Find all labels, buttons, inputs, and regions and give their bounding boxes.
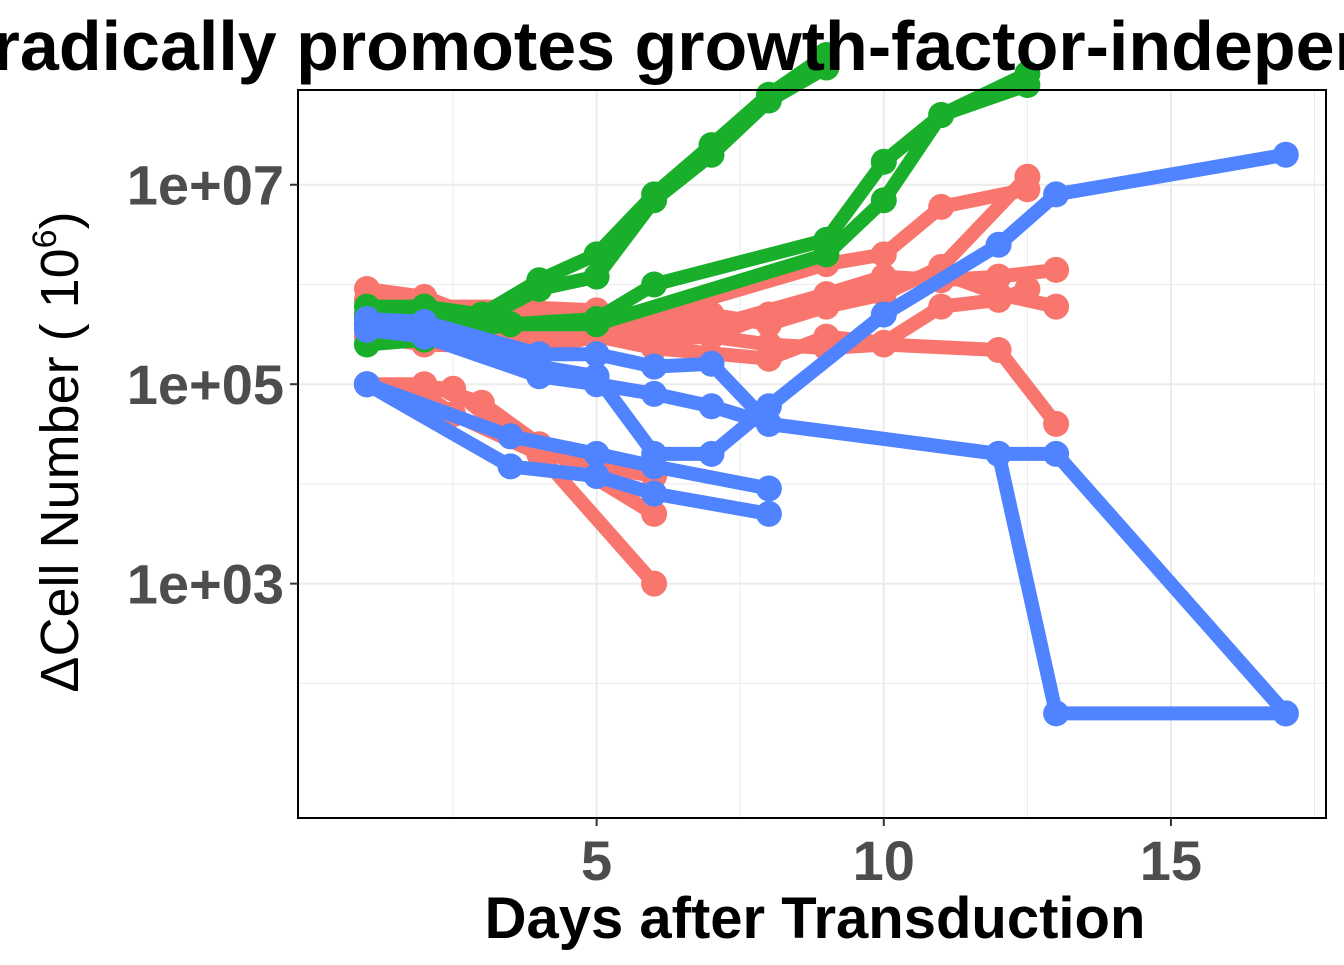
data-point: [1272, 700, 1299, 727]
data-point: [928, 193, 955, 220]
data-point: [755, 410, 782, 437]
data-point: [583, 371, 610, 398]
data-point: [1043, 440, 1070, 467]
data-point: [813, 293, 840, 320]
data-point: [641, 353, 668, 380]
data-point: [870, 187, 897, 214]
y-axis-label-exponent: 6: [26, 229, 64, 248]
y-axis-label-main: ΔCell Number ( 10: [30, 248, 90, 692]
data-point: [497, 423, 524, 450]
chart-title: Sporadically promotes growth-factor-inde…: [0, 7, 1344, 85]
data-point: [497, 453, 524, 480]
data-point: [698, 440, 725, 467]
data-point: [755, 500, 782, 527]
data-point: [641, 453, 668, 480]
data-point: [755, 87, 782, 114]
data-point: [813, 54, 840, 81]
series-line: [359, 312, 1293, 721]
data-point: [755, 475, 782, 502]
series-layer: [353, 42, 1299, 727]
data-point: [1043, 293, 1070, 320]
data-point: [985, 263, 1012, 290]
data-point: [985, 337, 1012, 363]
data-point: [641, 380, 668, 407]
data-point: [1272, 141, 1299, 168]
data-point: [411, 323, 438, 350]
data-point: [755, 331, 782, 358]
axes: 5 10 15 1e+03 1e+05 1e+07: [127, 89, 1327, 892]
data-point: [1043, 181, 1070, 208]
data-point: [583, 440, 610, 467]
data-point: [583, 463, 610, 489]
data-point: [641, 187, 668, 214]
data-point: [813, 241, 840, 268]
data-point: [641, 500, 668, 527]
x-tick-label: 10: [853, 829, 915, 892]
panel-border: [297, 89, 1327, 819]
data-point: [870, 148, 897, 175]
data-point: [526, 363, 553, 390]
series-16-blue: [353, 316, 1299, 727]
data-point: [440, 375, 467, 402]
data-point: [583, 341, 610, 368]
data-point: [1043, 410, 1070, 437]
series-line: [359, 322, 1293, 721]
data-point: [641, 480, 668, 507]
y-axis-label: ΔCell Number ( 106): [26, 211, 90, 692]
data-point: [928, 293, 955, 320]
data-point: [698, 301, 725, 328]
data-point: [641, 570, 668, 597]
data-point: [698, 323, 725, 350]
series-18-blue: [353, 371, 782, 527]
data-point: [583, 311, 610, 338]
data-point: [985, 231, 1012, 258]
data-point: [353, 316, 380, 343]
y-tick-label: 1e+03: [127, 553, 284, 616]
data-point: [870, 241, 897, 268]
data-point: [698, 350, 725, 377]
y-tick-label: 1e+07: [127, 154, 284, 217]
data-point: [1014, 72, 1041, 98]
data-point: [1043, 700, 1070, 727]
data-point: [497, 311, 524, 338]
data-point: [985, 440, 1012, 467]
data-point: [353, 371, 380, 398]
data-point: [698, 393, 725, 420]
x-tick-label: 15: [1140, 829, 1202, 892]
data-point: [755, 311, 782, 338]
data-point: [1014, 163, 1041, 190]
data-point: [870, 301, 897, 328]
data-point: [1043, 256, 1070, 283]
y-tick-label: 1e+05: [127, 353, 284, 416]
data-point: [641, 271, 668, 298]
y-axis-label-close: ): [30, 211, 90, 229]
data-point: [928, 102, 955, 128]
x-tick-label: 5: [581, 829, 612, 892]
data-point: [870, 281, 897, 308]
data-point: [526, 276, 553, 302]
data-point: [583, 263, 610, 290]
data-point: [698, 141, 725, 168]
data-point: [870, 331, 897, 358]
x-axis-label: Days after Transduction: [485, 886, 1146, 951]
